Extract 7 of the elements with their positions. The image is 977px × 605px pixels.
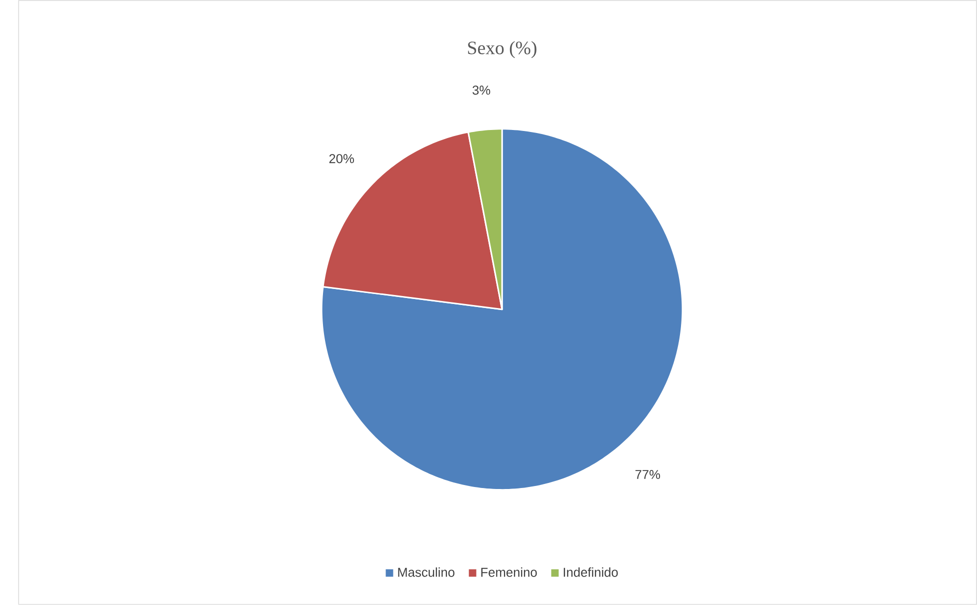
- data-label: 3%: [472, 86, 490, 95]
- legend-label: Femenino: [481, 567, 537, 577]
- data-label: 77%: [635, 470, 660, 480]
- chart-title: Sexo (%): [468, 41, 536, 58]
- legend-label: Indefinido: [564, 567, 618, 577]
- legend-label: Masculino: [398, 567, 454, 577]
- data-label: 20%: [329, 154, 354, 164]
